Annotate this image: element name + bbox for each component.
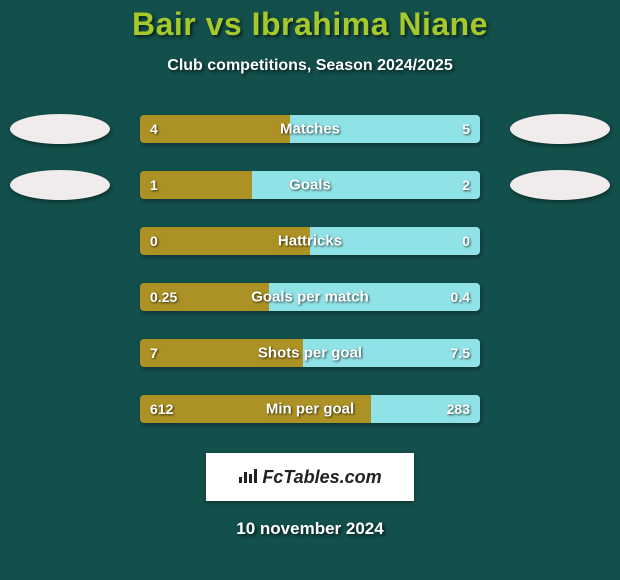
stat-bar: 612283Min per goal xyxy=(140,395,480,423)
page-title: Bair vs Ibrahima Niane xyxy=(0,6,620,43)
bar-right xyxy=(290,115,480,143)
stat-bar: 0.250.4Goals per match xyxy=(140,283,480,311)
stat-value-left: 7 xyxy=(150,345,158,361)
stat-rows: 45Matches12Goals00Hattricks0.250.4Goals … xyxy=(0,115,620,423)
stat-value-right: 2 xyxy=(462,177,470,193)
bar-right xyxy=(310,227,480,255)
snapshot-date: 10 november 2024 xyxy=(0,519,620,539)
stat-value-left: 0 xyxy=(150,233,158,249)
stat-bar: 45Matches xyxy=(140,115,480,143)
stat-row: 77.5Shots per goal xyxy=(0,339,620,367)
stat-bar: 77.5Shots per goal xyxy=(140,339,480,367)
stat-bar: 12Goals xyxy=(140,171,480,199)
player-photo-left xyxy=(10,114,110,144)
stat-value-left: 612 xyxy=(150,401,173,417)
stat-row: 12Goals xyxy=(0,171,620,199)
player-photo-left xyxy=(10,170,110,200)
bar-left xyxy=(140,227,310,255)
stat-value-right: 0 xyxy=(462,233,470,249)
stat-row: 612283Min per goal xyxy=(0,395,620,423)
player-photo-right xyxy=(510,170,610,200)
stat-value-left: 0.25 xyxy=(150,289,177,305)
bar-chart-icon xyxy=(238,467,258,488)
comparison-infographic: Bair vs Ibrahima Niane Club competitions… xyxy=(0,0,620,580)
bar-right xyxy=(269,283,480,311)
stat-row: 45Matches xyxy=(0,115,620,143)
bar-left xyxy=(140,339,303,367)
logo-text: FcTables.com xyxy=(262,467,381,488)
stat-value-left: 1 xyxy=(150,177,158,193)
bar-left xyxy=(140,115,290,143)
stat-value-right: 7.5 xyxy=(451,345,470,361)
player-photo-right xyxy=(510,114,610,144)
stat-value-right: 0.4 xyxy=(451,289,470,305)
bar-left xyxy=(140,395,371,423)
bar-right xyxy=(252,171,480,199)
stat-value-right: 283 xyxy=(447,401,470,417)
stat-bar: 00Hattricks xyxy=(140,227,480,255)
page-subtitle: Club competitions, Season 2024/2025 xyxy=(0,57,620,75)
stat-value-left: 4 xyxy=(150,121,158,137)
stat-value-right: 5 xyxy=(462,121,470,137)
stat-row: 0.250.4Goals per match xyxy=(0,283,620,311)
stat-row: 00Hattricks xyxy=(0,227,620,255)
site-logo[interactable]: FcTables.com xyxy=(206,453,414,501)
